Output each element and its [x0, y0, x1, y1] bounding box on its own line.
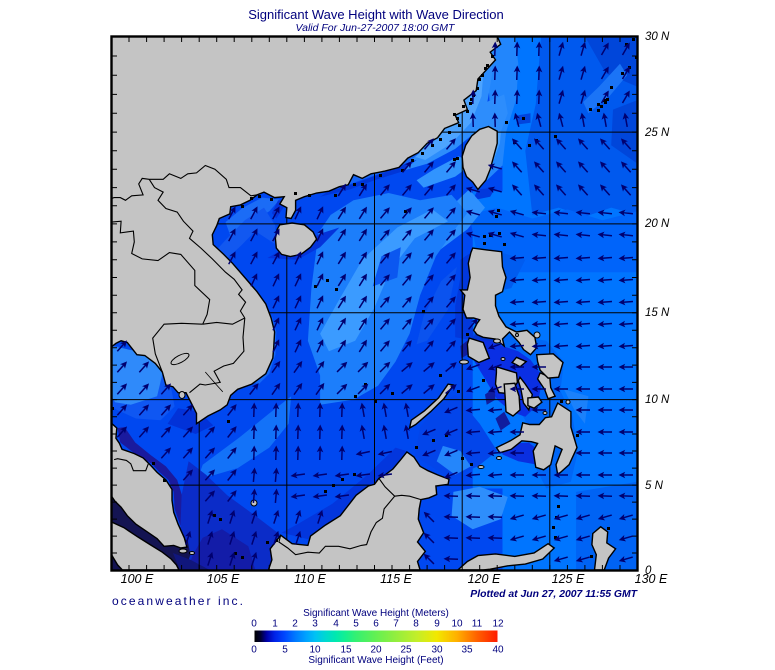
svg-text:9: 9 [434, 619, 440, 630]
svg-text:Significant Wave Height with W: Significant Wave Height with Wave Direct… [248, 7, 504, 22]
svg-text:2: 2 [292, 619, 298, 630]
svg-text:25: 25 [400, 645, 412, 656]
svg-text:25 N: 25 N [644, 127, 670, 139]
svg-text:8: 8 [413, 619, 419, 630]
svg-text:Plotted at Jun 27, 2007 11:55: Plotted at Jun 27, 2007 11:55 GMT [470, 589, 638, 600]
svg-text:40: 40 [492, 645, 504, 656]
svg-text:3: 3 [312, 619, 318, 630]
svg-text:12: 12 [492, 619, 504, 630]
svg-text:7: 7 [393, 619, 399, 630]
svg-text:0: 0 [251, 645, 257, 656]
svg-text:Valid For Jun-27-2007 18:00 GM: Valid For Jun-27-2007 18:00 GMT [296, 22, 457, 34]
svg-text:oceanweather inc.: oceanweather inc. [112, 594, 245, 608]
svg-text:30 N: 30 N [645, 31, 670, 43]
svg-text:115 E: 115 E [380, 572, 412, 586]
svg-text:Significant Wave Height (Meter: Significant Wave Height (Meters) [303, 608, 449, 619]
svg-text:10: 10 [451, 619, 463, 630]
svg-text:35: 35 [461, 645, 473, 656]
svg-text:5: 5 [353, 619, 359, 630]
svg-text:30: 30 [431, 645, 443, 656]
svg-text:Significant Wave Height (Feet): Significant Wave Height (Feet) [308, 655, 443, 665]
svg-text:15: 15 [340, 645, 352, 656]
svg-text:130 E: 130 E [635, 572, 668, 586]
svg-text:105 E: 105 E [207, 572, 240, 586]
svg-text:100 E: 100 E [121, 572, 154, 586]
svg-text:5: 5 [282, 645, 288, 656]
svg-text:0: 0 [251, 619, 257, 630]
svg-text:20: 20 [370, 645, 382, 656]
svg-text:4: 4 [333, 619, 339, 630]
svg-text:1: 1 [272, 619, 278, 630]
svg-text:15 N: 15 N [645, 307, 670, 319]
svg-text:125 E: 125 E [552, 572, 585, 586]
svg-text:110 E: 110 E [294, 572, 326, 586]
svg-text:6: 6 [373, 619, 379, 630]
svg-text:11: 11 [472, 619, 483, 630]
svg-text:120 E: 120 E [468, 572, 501, 586]
svg-text:10 N: 10 N [645, 394, 670, 406]
svg-text:5 N: 5 N [645, 480, 664, 492]
svg-text:0: 0 [645, 565, 652, 577]
svg-text:10: 10 [309, 645, 321, 656]
svg-text:20 N: 20 N [644, 218, 670, 230]
